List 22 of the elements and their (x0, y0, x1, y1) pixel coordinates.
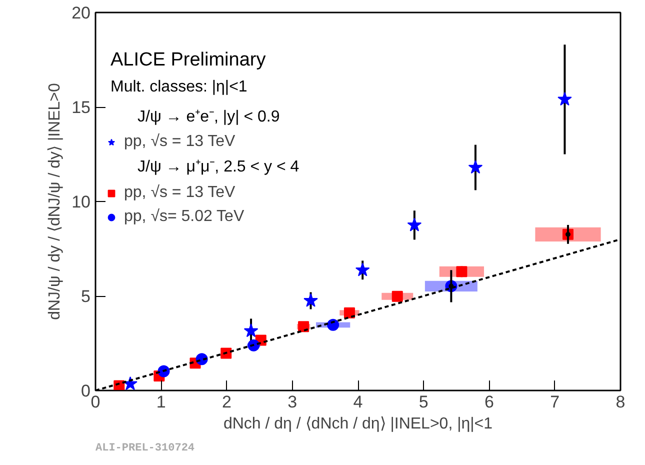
y-tick-label: 5 (81, 287, 91, 306)
x-axis-title: dNch / dη / ⟨dNch / dη⟩ |INEL>0, |η|<1 (223, 416, 493, 432)
text: ALI-PREL-310724 (96, 442, 195, 454)
x-tick-label: 3 (288, 392, 298, 412)
x-tick-label: 2 (222, 392, 232, 412)
annotation: J/ψ → μ⁺μ⁻, 2.5 < y < 4 (138, 158, 300, 176)
x-tick-label: 8 (616, 392, 626, 412)
annotation: J/ψ → e⁺e⁻, |y| < 0.9 (138, 108, 280, 126)
x-tick-label: 7 (550, 392, 560, 412)
legend-label: pp, √s = 13 TeV (124, 184, 236, 202)
y-tick-label: 15 (72, 98, 91, 117)
annotation: ALICE Preliminary (110, 50, 266, 70)
y-tick-label: 10 (72, 192, 91, 212)
y-axis-title: dNJ/ψ / dy / ⟨dNJ/ψ / dy⟩ |INEL>0 (46, 82, 64, 320)
x-tick-label: 6 (484, 392, 494, 412)
y-tick-label: 20 (72, 4, 91, 22)
x-tick-label: 5 (418, 392, 428, 412)
legend-label: pp, √s = 13 TeV (124, 133, 236, 151)
legend-label: pp, √s= 5.02 TeV (124, 208, 244, 226)
x-tick-label: 4 (353, 392, 363, 412)
annotation: Mult. classes: |η|<1 (110, 78, 248, 96)
x-tick-label: 1 (156, 392, 166, 412)
